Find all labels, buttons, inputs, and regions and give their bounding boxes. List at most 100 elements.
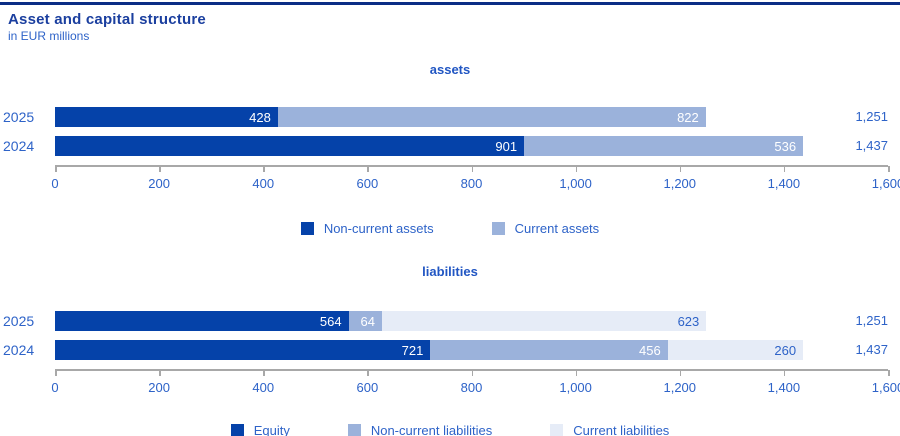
axis-tick-label: 1,200: [663, 380, 697, 395]
bar-segment: 901: [55, 136, 525, 156]
liabilities-chart-title: liabilities: [422, 264, 478, 279]
axis-tick-label: 1,600: [871, 176, 900, 191]
axis-tick-label: 1,400: [767, 176, 801, 191]
bar-segment: 623: [381, 311, 707, 331]
legend-item: Non-current liabilities: [347, 423, 493, 436]
legend-item: Current liabilities: [550, 423, 669, 436]
legend-item: Non-current assets: [300, 221, 434, 236]
bar-value-label: 623: [677, 313, 700, 329]
bar-segment: 564: [55, 311, 349, 331]
axis-tick-label: 0: [51, 176, 59, 191]
legend-label: Equity: [253, 423, 290, 436]
bar-row: 2025 564 64 623 1,251: [0, 311, 900, 331]
row-total-label: 1,251: [855, 109, 888, 124]
page-subtitle: in EUR millions: [8, 29, 90, 43]
liabilities-x-axis: 0 200 400 600 800 1,000 1,200 1,400 1,600: [0, 369, 900, 401]
axis-tick-label: 1,200: [663, 176, 697, 191]
axis-tick: [575, 166, 578, 172]
axis-tick-label: 1,400: [767, 380, 801, 395]
row-total-label: 1,251: [855, 313, 888, 328]
page-title: Asset and capital structure: [8, 11, 206, 28]
axis-tick-label: 1,000: [559, 380, 592, 395]
axis-tick-label: 600: [356, 176, 379, 191]
axis-tick-label: 1,600: [871, 380, 900, 395]
legend-item: Equity: [230, 423, 290, 436]
axis-tick: [471, 370, 473, 376]
axis-tick: [263, 166, 265, 172]
bar-value-label: 260: [774, 342, 797, 358]
axis-tick-label: 800: [460, 176, 483, 191]
axis-tick: [679, 166, 682, 172]
axis-tick: [471, 166, 473, 172]
bar-value-label: 536: [774, 138, 797, 154]
legend-swatch: [550, 424, 564, 436]
assets-bar-rows: 2025 428 822 1,251 2024 901 536 1,437: [0, 107, 900, 156]
bar-segment: 260: [667, 340, 804, 360]
row-total-label: 1,437: [855, 138, 888, 153]
bar-value-label: 822: [677, 109, 699, 125]
bar-track: 901 536: [55, 136, 804, 156]
bar-segment: 536: [524, 136, 804, 156]
legend-swatch: [491, 222, 505, 235]
bar-segment: 456: [430, 340, 668, 360]
bar-segment: 721: [55, 340, 431, 360]
year-label: 2025: [3, 109, 35, 125]
legend-label: Current assets: [514, 221, 600, 236]
axis-tick: [888, 166, 890, 172]
axis-tick-label: 400: [252, 380, 275, 395]
axis-tick: [159, 166, 161, 172]
axis-tick: [575, 370, 578, 376]
liabilities-legend: Equity Non-current liabilities Current lia…: [0, 423, 900, 436]
bar-value-label: 64: [360, 313, 375, 329]
legend-label: Current liabilities: [573, 423, 670, 436]
axis-tick: [55, 370, 57, 376]
year-label: 2025: [3, 313, 35, 329]
bar-track: 428 822: [55, 107, 706, 127]
axis-tick: [783, 370, 786, 376]
row-total-label: 1,437: [855, 342, 888, 357]
axis-tick-label: 200: [148, 380, 170, 395]
axis-tick: [783, 166, 786, 172]
year-label: 2024: [3, 138, 35, 154]
axis-tick: [367, 166, 369, 172]
axis-tick-label: 1,000: [559, 176, 592, 191]
legend-label: Non-current assets: [323, 221, 434, 236]
bar-value-label: 721: [401, 342, 424, 358]
liabilities-bar-rows: 2025 564 64 623 1,251 2024 721 456 260 1,437: [0, 311, 900, 360]
axis-tick: [888, 370, 890, 376]
bar-row: 2025 428 822 1,251: [0, 107, 900, 127]
assets-chart: assets 2025 428 822 1,251 2024 901 536 1,437 0 2…: [0, 62, 900, 236]
axis-tick-label: 200: [148, 176, 170, 191]
liabilities-chart: liabilities 2025 564 64 623 1,251 2024 721 456 2…: [0, 264, 900, 436]
bar-segment: 822: [277, 107, 706, 127]
axis-tick: [263, 370, 265, 376]
assets-legend: Non-current assets Current assets: [0, 221, 900, 236]
axis-tick-label: 800: [460, 380, 483, 395]
legend-swatch: [347, 424, 361, 436]
axis-tick: [55, 166, 57, 172]
bar-value-label: 901: [495, 138, 518, 154]
bar-row: 2024 721 456 260 1,437: [0, 340, 900, 360]
axis-tick-label: 400: [252, 176, 275, 191]
axis-tick-label: 600: [356, 380, 379, 395]
bar-row: 2024 901 536 1,437: [0, 136, 900, 156]
legend-swatch: [300, 222, 314, 235]
bar-value-label: 564: [319, 313, 342, 329]
legend-label: Non-current liabilities: [370, 423, 493, 436]
bar-value-label: 428: [249, 109, 271, 125]
year-label: 2024: [3, 342, 35, 358]
bar-track: 564 64 623: [55, 311, 707, 331]
legend-swatch: [230, 424, 244, 436]
axis-tick: [367, 370, 369, 376]
axis-tick-label: 0: [51, 380, 59, 395]
assets-x-axis: 0 200 400 600 800 1,000 1,200 1,400 1,600: [0, 165, 900, 197]
top-divider: [0, 2, 900, 5]
bar-segment: 64: [348, 311, 382, 331]
axis-tick: [159, 370, 161, 376]
legend-item: Current assets: [491, 221, 600, 236]
axis-tick: [679, 370, 682, 376]
bar-track: 721 456 260: [55, 340, 804, 360]
assets-chart-title: assets: [429, 62, 471, 77]
bar-value-label: 456: [639, 342, 661, 358]
